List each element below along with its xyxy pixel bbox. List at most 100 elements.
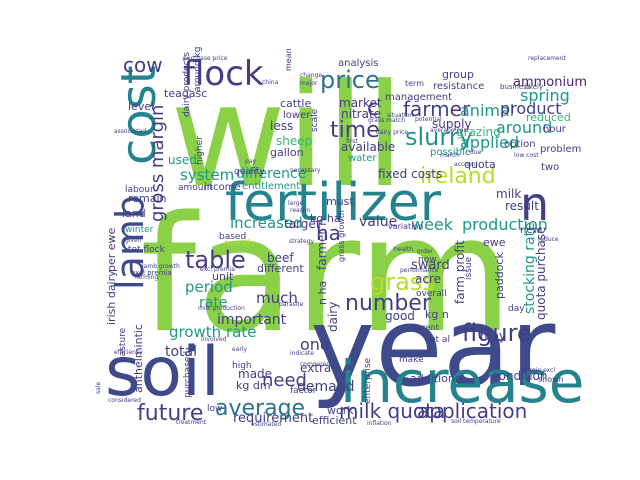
cloud-word-shown: shown <box>538 375 564 384</box>
cloud-word-farming: farming <box>135 274 158 281</box>
cloud-word-group: group <box>442 68 474 81</box>
cloud-word-product: product <box>500 99 562 118</box>
cloud-word-milk: milk <box>496 187 521 201</box>
cloud-word-paddock: paddock <box>493 252 506 299</box>
cloud-word-march: march <box>440 152 459 159</box>
cloud-word-dairy-price: dairy price <box>376 129 408 136</box>
cloud-word-kg-n: kg n <box>425 308 449 321</box>
cloud-word-anthelmintic: anthelmintic <box>132 324 145 393</box>
cloud-word-treatment: treatment <box>176 419 207 426</box>
cloud-word-quota-purchase: quota purchase <box>534 226 548 320</box>
cloud-word-c: c <box>367 96 379 121</box>
cloud-word-application: application <box>417 399 527 423</box>
cloud-word-grazing: grazing <box>456 125 501 139</box>
cloud-word-spring: spring <box>520 86 570 105</box>
cloud-word-enterprise: enterprise <box>363 357 373 404</box>
cloud-word-table: table <box>185 246 246 274</box>
cloud-word-grass-match: grass match <box>368 117 405 124</box>
cloud-word-et-al: et al <box>430 335 450 345</box>
cloud-word-parasite: parasite <box>279 301 304 308</box>
cloud-word-lamb: lamb <box>108 195 152 290</box>
cloud-word-cow: cow <box>123 53 163 77</box>
cloud-word-difference: difference <box>236 166 306 182</box>
cloud-word-overall: overall <box>416 289 447 299</box>
cloud-word-tet-flock: tet flock <box>128 245 166 255</box>
cloud-word-irish-dairy: irish dairy <box>105 270 118 325</box>
cloud-word-gallon: gallon <box>270 146 304 159</box>
cloud-word-increased: increased <box>230 214 303 232</box>
cloud-word-performance: performance <box>400 267 439 274</box>
cloud-word-farm-profit: farm profit <box>453 240 467 304</box>
cloud-word-soil: soil <box>105 333 220 412</box>
cloud-word-low: low <box>207 404 222 414</box>
cloud-word-based: based <box>219 232 246 242</box>
cloud-word-condition: condition <box>492 369 547 383</box>
cloud-word-nitrate: nitrate <box>341 107 381 121</box>
cloud-word-term: term <box>405 79 424 88</box>
cloud-word-considered: considered <box>108 397 141 404</box>
cloud-word-made: made <box>238 367 272 381</box>
cloud-word-business: business <box>500 83 531 91</box>
cloud-word-factor: factor <box>290 386 317 396</box>
cloud-word-much: much <box>256 289 298 307</box>
cloud-word-efficient: efficient <box>312 414 357 427</box>
cloud-word-strategy: strategy <box>289 238 314 245</box>
cloud-word-resistance: resistance <box>433 81 484 92</box>
cloud-word-need: need <box>262 370 307 391</box>
cloud-word-year: year <box>310 283 556 411</box>
cloud-word-may: may <box>480 329 506 343</box>
cloud-word-total: total <box>165 344 197 360</box>
cloud-word-scale: scale <box>310 108 320 132</box>
cloud-word-amount: amount <box>178 183 213 193</box>
cloud-word-grass-growth: grass growth <box>337 210 346 262</box>
cloud-word-farmer: farmer <box>403 97 471 121</box>
cloud-word-new: new <box>520 225 541 236</box>
cloud-word-kg-dm: kg dm <box>236 379 271 392</box>
cloud-word-sward: sward <box>411 258 450 273</box>
cloud-word-used: used <box>168 153 197 167</box>
cloud-word-due: due <box>470 149 482 156</box>
cloud-word-average: average <box>215 396 305 421</box>
cloud-word-flock: flock <box>183 54 264 94</box>
cloud-word-per-ewe: per ewe <box>105 227 118 272</box>
cloud-word-quota: quota <box>464 158 496 171</box>
cloud-word-result: result <box>505 199 539 213</box>
cloud-word-average-cost: average cost <box>430 127 470 134</box>
cloud-word-animal: animal <box>460 101 514 120</box>
cloud-word-price: price <box>320 66 380 94</box>
cloud-word-milk-quota: milk quota <box>339 399 445 423</box>
cloud-word-first: first <box>346 138 358 145</box>
cloud-word-less: less <box>270 119 293 133</box>
cloud-word-must: must <box>326 195 354 208</box>
cloud-word-n: n <box>520 177 549 231</box>
cloud-word-variation: variation <box>388 222 423 231</box>
cloud-word-ha: ha <box>316 221 341 245</box>
cloud-word-replacement: replacement <box>528 55 567 62</box>
cloud-word-farm: farm <box>140 181 513 368</box>
cloud-word-winter: winter <box>125 225 154 235</box>
cloud-word-growth-rate: growth rate <box>169 323 256 341</box>
cloud-word-extra: extra <box>300 361 331 375</box>
cloud-word-period: period <box>185 278 233 296</box>
cloud-word-now: now <box>418 255 437 265</box>
cloud-word-production: production <box>462 215 548 234</box>
cloud-word-major: major <box>300 80 318 87</box>
cloud-word-market: market <box>339 96 382 110</box>
cloud-word-china: china <box>262 79 279 86</box>
cloud-word-gross-margin: gross margin <box>147 105 168 222</box>
cloud-word-quality: quality <box>234 167 265 177</box>
cloud-word-health: health <box>394 246 413 253</box>
cloud-word-teagasc: teagasc <box>164 87 207 100</box>
cloud-word-time: time <box>330 118 380 143</box>
cloud-word-dairy-products: dairy products <box>182 52 192 117</box>
cloud-word-around: around <box>496 118 552 137</box>
cloud-word-ireland: ireland <box>420 164 496 189</box>
cloud-word-increase: increase <box>340 348 584 416</box>
cloud-word-option: option <box>504 139 536 150</box>
cloud-word-acre: acre <box>415 272 441 286</box>
cloud-word-lamb-growth: lamb growth <box>142 263 180 270</box>
cloud-word-sale: sale <box>95 382 102 394</box>
cloud-word-fixed-costs: fixed costs <box>378 167 442 181</box>
cloud-word-necessary: necessary <box>290 167 321 174</box>
